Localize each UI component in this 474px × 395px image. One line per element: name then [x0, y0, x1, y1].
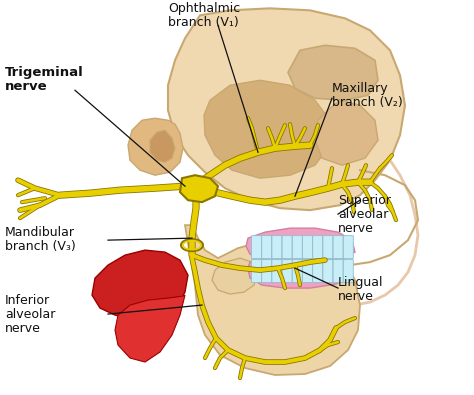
- Text: Lingual: Lingual: [338, 276, 383, 289]
- FancyBboxPatch shape: [333, 260, 343, 282]
- FancyBboxPatch shape: [323, 236, 333, 259]
- Text: nerve: nerve: [338, 290, 374, 303]
- Polygon shape: [115, 295, 185, 362]
- Polygon shape: [248, 260, 352, 288]
- Text: Mandibular: Mandibular: [5, 226, 75, 239]
- FancyBboxPatch shape: [343, 260, 353, 282]
- Polygon shape: [246, 228, 355, 263]
- Text: branch (V₂): branch (V₂): [332, 96, 403, 109]
- FancyBboxPatch shape: [282, 260, 292, 282]
- FancyBboxPatch shape: [252, 236, 262, 259]
- Polygon shape: [288, 45, 378, 100]
- FancyBboxPatch shape: [292, 260, 302, 282]
- FancyBboxPatch shape: [302, 236, 312, 259]
- Text: Maxillary: Maxillary: [332, 82, 389, 95]
- Polygon shape: [128, 118, 183, 175]
- FancyBboxPatch shape: [313, 260, 323, 282]
- FancyBboxPatch shape: [252, 260, 262, 282]
- Polygon shape: [150, 130, 175, 162]
- Text: branch (V₃): branch (V₃): [5, 240, 76, 253]
- Text: alveolar: alveolar: [338, 208, 388, 221]
- FancyBboxPatch shape: [313, 236, 323, 259]
- Polygon shape: [204, 80, 330, 178]
- Text: Inferior: Inferior: [5, 293, 50, 307]
- FancyBboxPatch shape: [343, 236, 353, 259]
- FancyBboxPatch shape: [282, 236, 292, 259]
- Text: nerve: nerve: [5, 322, 41, 335]
- Polygon shape: [180, 175, 218, 202]
- FancyBboxPatch shape: [262, 260, 272, 282]
- Polygon shape: [315, 100, 378, 165]
- FancyBboxPatch shape: [272, 236, 282, 259]
- Text: Superior: Superior: [338, 194, 391, 207]
- Text: branch (V₁): branch (V₁): [168, 16, 239, 29]
- Polygon shape: [168, 8, 405, 210]
- Polygon shape: [92, 250, 188, 325]
- FancyBboxPatch shape: [292, 236, 302, 259]
- FancyBboxPatch shape: [323, 260, 333, 282]
- Text: alveolar: alveolar: [5, 308, 55, 321]
- FancyBboxPatch shape: [333, 236, 343, 259]
- Polygon shape: [212, 258, 258, 294]
- Polygon shape: [185, 225, 360, 375]
- FancyBboxPatch shape: [262, 236, 272, 259]
- Text: nerve: nerve: [5, 80, 47, 93]
- Text: nerve: nerve: [338, 222, 374, 235]
- Text: Ophthalmic: Ophthalmic: [168, 2, 240, 15]
- FancyBboxPatch shape: [272, 260, 282, 282]
- Text: Trigeminal: Trigeminal: [5, 66, 84, 79]
- FancyBboxPatch shape: [302, 260, 312, 282]
